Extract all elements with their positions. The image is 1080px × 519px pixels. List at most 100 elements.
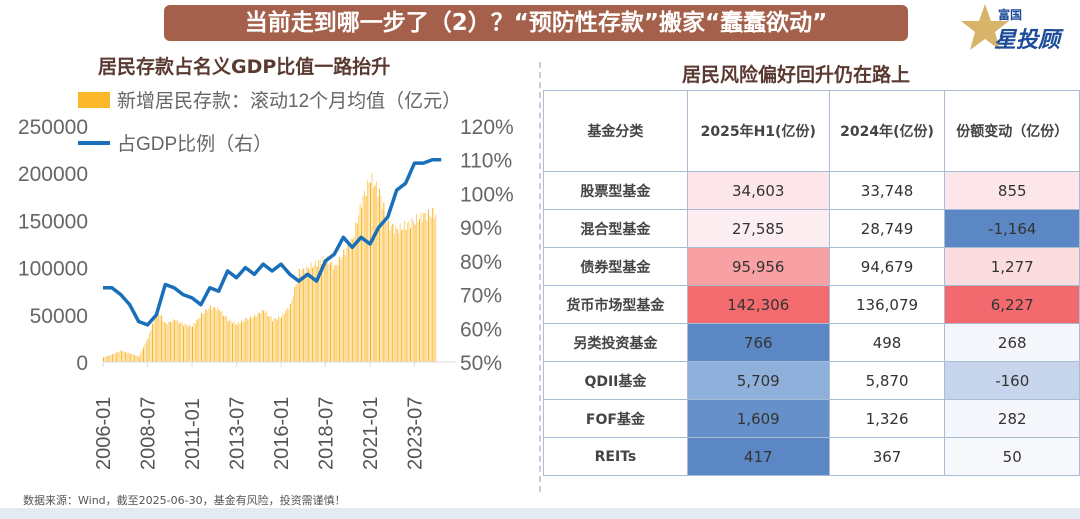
y-right-tick-label: 110% (460, 150, 512, 173)
bar (340, 259, 342, 362)
bar (269, 316, 271, 362)
bar (326, 255, 328, 362)
bar (405, 230, 407, 362)
bar (334, 265, 336, 362)
cell-y24: 28,749 (828, 209, 946, 248)
fund-share-table: 基金分类 2025年H1(亿份) 2024年(亿份) 份额变动（亿份） 股票型基金 34… (543, 90, 1080, 476)
bar (368, 182, 370, 362)
bar (117, 352, 119, 362)
banner-title: 当前走到哪一步了（2）？“预防性存款”搬家“蠢蠢欲动” (164, 5, 908, 41)
cell-chg: 282 (944, 399, 1080, 438)
bar (233, 321, 235, 362)
bar (417, 222, 419, 362)
bar (294, 286, 296, 362)
x-tick-label: 2013-07 (227, 397, 249, 470)
bar (107, 355, 109, 362)
bar (420, 212, 422, 362)
legend-bar-swatch (78, 92, 110, 108)
bar (261, 309, 263, 362)
bar (372, 187, 374, 362)
bar (410, 228, 412, 362)
bar (380, 195, 382, 362)
bar (389, 230, 391, 362)
cell-h1: 27,585 (686, 209, 830, 248)
bar (236, 324, 238, 362)
bar (393, 233, 395, 362)
bar (217, 306, 219, 362)
bar (178, 323, 180, 362)
bar (171, 322, 173, 362)
bar (183, 325, 185, 362)
bar (401, 229, 403, 362)
bar (423, 213, 425, 362)
bar (111, 354, 113, 362)
bar (263, 310, 265, 362)
bar (350, 238, 352, 362)
cell-y24: 367 (828, 437, 946, 476)
cell-chg: 6,227 (944, 285, 1080, 324)
cell-cat: 债券型基金 (543, 247, 688, 286)
bar (435, 214, 437, 362)
y-right-tick-label: 80% (460, 251, 502, 274)
cell-h1: 142,306 (686, 285, 830, 324)
bar (230, 320, 232, 362)
bar (413, 221, 415, 362)
bar (229, 319, 231, 362)
bar (414, 224, 416, 362)
bar (307, 267, 309, 362)
bar (427, 209, 429, 362)
bar (137, 355, 139, 362)
bar (104, 356, 106, 362)
bar (150, 329, 152, 362)
bar (353, 236, 355, 362)
bar (395, 225, 397, 362)
x-tick-label: 2018-07 (316, 397, 338, 470)
bar (383, 202, 385, 362)
bar (319, 259, 321, 362)
cell-cat: QDII基金 (543, 361, 688, 400)
cell-y24: 498 (828, 323, 946, 362)
bar (315, 260, 317, 362)
y-left-tick-label: 150000 (18, 210, 88, 233)
x-tick-label: 2011-01 (182, 398, 204, 470)
bar (318, 260, 320, 362)
bar (398, 233, 400, 362)
bar (242, 320, 244, 362)
table-row: REITs 417 367 50 (543, 437, 1080, 476)
logo-line1: 富国 (998, 8, 1023, 22)
bar (232, 323, 234, 362)
bar (430, 217, 432, 362)
bar (116, 352, 118, 362)
bar (316, 266, 318, 362)
bar (177, 319, 179, 362)
bar (402, 228, 404, 362)
bar (399, 223, 401, 362)
bar (148, 332, 150, 362)
cell-h1: 95,956 (686, 247, 830, 286)
cell-chg: -160 (944, 361, 1080, 400)
bar (113, 353, 115, 362)
bar (162, 321, 164, 362)
bar (298, 269, 300, 362)
bar (206, 311, 208, 362)
bar (249, 316, 251, 362)
bar (346, 247, 348, 362)
bar (300, 274, 302, 362)
bar (169, 321, 171, 362)
bar (377, 196, 379, 362)
cell-y24: 1,326 (828, 399, 946, 438)
y-left-tick-label: 250000 (18, 116, 88, 139)
brand-logo: 富国 星投顾 (960, 2, 1070, 54)
cell-cat: REITs (543, 437, 688, 476)
bar (279, 317, 281, 362)
bar (338, 256, 340, 362)
bar (193, 322, 195, 362)
bar (202, 313, 204, 362)
bar (356, 223, 358, 362)
bar (154, 315, 156, 362)
bar (123, 351, 125, 362)
bar (157, 313, 159, 362)
bar (175, 320, 177, 362)
bar (159, 315, 161, 362)
bar (254, 315, 256, 362)
